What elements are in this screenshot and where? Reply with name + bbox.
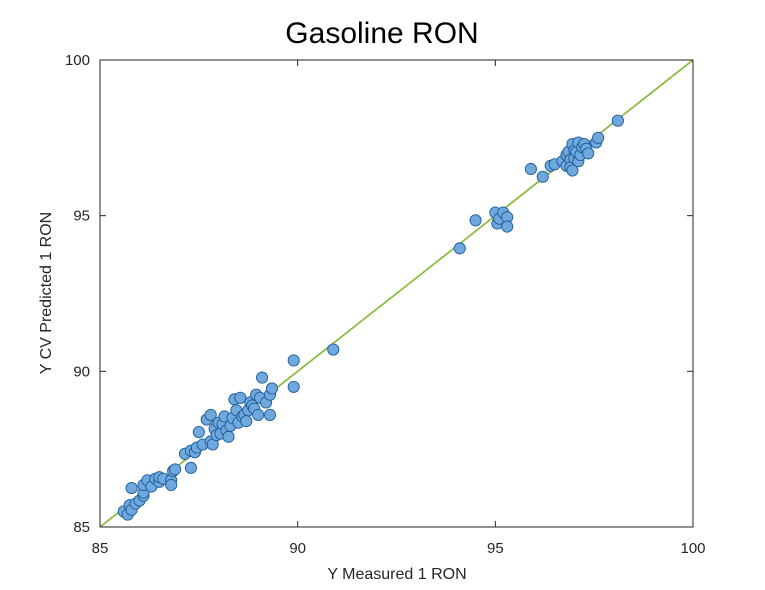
data-point	[252, 408, 265, 421]
x-axis-label: Y Measured 1 RON	[327, 566, 466, 583]
axis-ticks: 85 90 95 100 85 90 95 100	[65, 52, 706, 557]
data-point	[536, 170, 549, 183]
y-axis-label: Y CV Predicted 1 RON	[38, 212, 55, 374]
data-point	[566, 164, 579, 177]
y-tick-label: 95	[73, 208, 90, 225]
data-point	[240, 415, 253, 428]
chart-title: Gasoline RON	[285, 17, 478, 50]
y-tick-label: 85	[73, 519, 90, 536]
x-tick-label: 85	[92, 540, 109, 557]
data-point	[287, 354, 300, 367]
data-point	[184, 461, 197, 474]
data-point	[592, 131, 605, 144]
x-tick-label: 100	[680, 540, 705, 557]
data-point	[524, 162, 537, 176]
data-point	[582, 147, 595, 160]
data-point	[287, 380, 300, 393]
data-point	[204, 408, 217, 421]
data-point	[192, 425, 205, 439]
plot-frame	[99, 59, 694, 528]
data-point	[169, 463, 182, 476]
data-point	[501, 220, 514, 233]
data-point	[453, 242, 466, 255]
data-point	[469, 214, 482, 227]
y-tick-label: 90	[73, 363, 90, 380]
data-point	[125, 482, 138, 495]
data-point	[256, 371, 269, 384]
x-tick-label: 95	[487, 540, 504, 557]
data-point	[222, 430, 235, 443]
data-point	[327, 343, 340, 356]
data-point	[611, 114, 624, 127]
data-point	[234, 391, 247, 404]
data-point	[263, 408, 277, 421]
data-point	[165, 478, 178, 492]
x-tick-label: 90	[289, 540, 306, 557]
y-tick-label: 100	[65, 52, 90, 69]
data-point	[265, 382, 279, 395]
data-points	[117, 114, 624, 521]
